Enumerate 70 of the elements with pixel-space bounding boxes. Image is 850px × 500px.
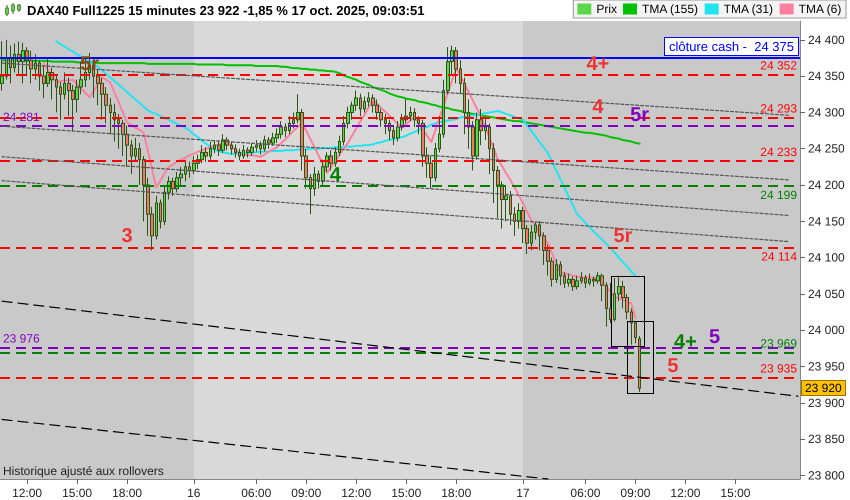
x-tick-label: 15:00 [391, 486, 422, 500]
candlestick [279, 120, 283, 140]
x-tick-label: 06:00 [241, 486, 272, 500]
y-tick-label: 23 900 [808, 396, 846, 410]
candlestick [575, 275, 579, 290]
x-tick-label: 12:00 [670, 486, 701, 500]
text: 23 920 [801, 380, 846, 396]
legend-label: TMA (31) [724, 2, 774, 16]
candlestick [238, 148, 241, 161]
candlestick [638, 336, 641, 392]
ref-line-label: 24 293 [760, 102, 798, 116]
candlestick [234, 144, 237, 158]
x-tick-label: 15:00 [62, 486, 92, 500]
legend-label: Prix [596, 2, 617, 16]
y-tick-label: 24 350 [808, 69, 846, 84]
annotation: 5r [613, 225, 632, 248]
candlestick [567, 273, 571, 288]
annotation: 5 [709, 326, 720, 348]
y-tick-label: 24 250 [808, 142, 846, 156]
ref-line-label: 23 935 [760, 361, 798, 376]
chart-title: DAX40 Full1225 15 minutes 23 922 -1,85 % 17 oct. 2025, 09:03:51 [27, 2, 424, 18]
y-tick-label: 24 050 [808, 286, 846, 301]
ref-line-label: 24 233 [760, 145, 798, 160]
y-tick-label: 24 400 [808, 32, 846, 47]
candlestick [592, 276, 596, 288]
candlestick [267, 136, 271, 150]
x-tick-label: 12:00 [12, 486, 42, 500]
candlestick [571, 276, 575, 292]
x-tick-label: 18:00 [112, 486, 142, 500]
y-tick-label: 24 300 [808, 105, 846, 120]
candlestick [363, 96, 366, 113]
annotation: 4 [330, 164, 341, 186]
x-tick-label: 09:00 [620, 486, 651, 500]
annotation: 5r [80, 52, 100, 75]
annotation: 5 [667, 355, 678, 378]
ref-line-label: 23 976 [3, 332, 40, 346]
candlestick [221, 134, 225, 154]
candlestick [246, 146, 250, 158]
y-tick-label: 24 200 [808, 178, 846, 192]
y-tick-label: 24 150 [808, 214, 846, 228]
ref-line-label: 23 969 [760, 336, 798, 351]
legend-label: TMA (6) [798, 2, 842, 16]
ref-line-label: 24 114 [761, 249, 798, 264]
legend-label: TMA (155) [642, 2, 698, 16]
candlestick [271, 132, 275, 146]
ref-line-label: 24 199 [760, 188, 798, 202]
annotation: 3 [122, 225, 133, 248]
annotation: Historique ajusté aux rollovers [3, 464, 164, 478]
candlestick [559, 260, 562, 286]
candlestick [584, 274, 587, 289]
x-tick-label: 18:00 [441, 486, 472, 500]
y-tick-label: 23 950 [808, 359, 846, 374]
annotation: 4+ [586, 52, 610, 75]
candlestick [21, 42, 25, 84]
x-tick-label: 06:00 [570, 486, 601, 500]
x-tick-label: 12:00 [341, 486, 372, 500]
y-tick-label: 24 000 [808, 323, 846, 338]
ref-line-label: 24 352 [760, 58, 798, 73]
x-tick-label: 16 [187, 486, 201, 500]
ref-line-label: clôture cash - 24 375 [668, 39, 794, 54]
candlestick [0, 40, 4, 92]
candlestick [192, 156, 196, 175]
x-tick-label: 09:00 [291, 486, 322, 500]
x-tick-label: 15:00 [720, 486, 751, 500]
y-tick-label: 23 850 [808, 432, 846, 446]
candlestick [29, 50, 33, 84]
y-tick-label: 23 800 [808, 468, 846, 482]
y-tick-label: 24 100 [808, 250, 846, 265]
candlestick [250, 142, 254, 157]
x-tick-label: 17 [516, 486, 530, 500]
